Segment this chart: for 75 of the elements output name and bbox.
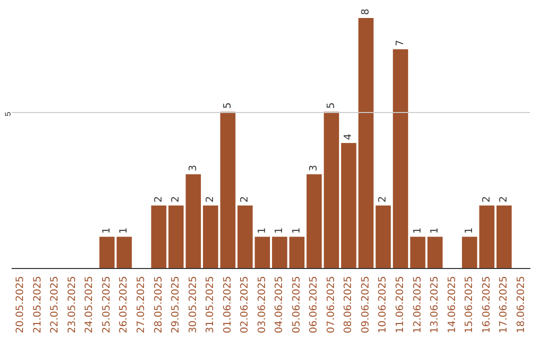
- data-label: 5: [326, 102, 337, 109]
- bar: [168, 206, 184, 268]
- data-label: 2: [205, 196, 216, 202]
- x-tick-label: 14.06.2025: [446, 276, 458, 334]
- data-label: 3: [188, 164, 199, 172]
- x-tick-label: 12.06.2025: [412, 276, 424, 334]
- bar: [496, 206, 512, 268]
- data-label: 8: [360, 8, 372, 15]
- x-tick-label: 03.06.2025: [256, 276, 268, 334]
- data-label: 2: [153, 196, 164, 202]
- x-tick-label: 15.06.2025: [464, 276, 476, 334]
- x-tick-label: 16.06.2025: [481, 276, 492, 334]
- data-label: 2: [240, 196, 251, 202]
- data-label: 1: [291, 227, 302, 234]
- bar: [238, 206, 253, 268]
- data-label: 2: [378, 196, 389, 202]
- x-tick-label: 29.05.2025: [170, 276, 182, 334]
- x-tick-label: 06.06.2025: [308, 276, 320, 334]
- x-tick-label: 08.06.2025: [343, 276, 354, 334]
- bar: [272, 236, 288, 268]
- x-tick-label: 18.06.2025: [516, 276, 527, 334]
- ref-line-label: 5: [4, 111, 12, 116]
- data-label: 3: [308, 164, 320, 172]
- bar: [186, 174, 201, 268]
- x-tick-label: 24.05.2025: [84, 276, 96, 334]
- bar: [427, 236, 443, 268]
- bar: [324, 112, 340, 268]
- x-tick-label: 21.05.2025: [32, 276, 44, 334]
- x-tick-label: 30.05.2025: [188, 276, 199, 334]
- data-label: 2: [481, 196, 492, 202]
- x-tick-label: 05.06.2025: [291, 276, 302, 334]
- data-label: 1: [430, 227, 441, 234]
- x-tick-label: 07.06.2025: [326, 276, 337, 334]
- x-tick-label: 28.05.2025: [153, 276, 164, 334]
- bar: [151, 206, 166, 268]
- bar: [116, 236, 132, 268]
- data-label: 1: [118, 227, 130, 234]
- x-tick-label: 17.06.2025: [498, 276, 510, 334]
- bar: [376, 206, 391, 268]
- x-tick-label: 10.06.2025: [378, 276, 389, 334]
- bar: [392, 49, 408, 268]
- bar: [479, 206, 494, 268]
- bar: [220, 112, 236, 268]
- data-label: 2: [170, 196, 182, 202]
- x-tick-label: 20.05.2025: [15, 276, 26, 334]
- data-label: 1: [412, 227, 424, 234]
- x-tick-label: 02.06.2025: [240, 276, 251, 334]
- bar: [358, 18, 374, 268]
- x-tick-label: 26.05.2025: [118, 276, 130, 334]
- data-label: 1: [274, 227, 286, 234]
- x-tick-label: 23.05.2025: [66, 276, 78, 334]
- bar: [289, 236, 304, 268]
- x-tick-label: 27.05.2025: [136, 276, 147, 334]
- data-label: 2: [498, 196, 510, 202]
- bar: [254, 236, 270, 268]
- bar: [99, 236, 115, 268]
- data-label: 1: [464, 227, 476, 234]
- data-label: 4: [343, 134, 354, 140]
- bar: [341, 143, 356, 268]
- x-tick-label: 31.05.2025: [205, 276, 216, 334]
- data-label: 5: [222, 102, 234, 109]
- bar: [462, 236, 478, 268]
- bar: [306, 174, 322, 268]
- x-tick-label: 01.06.2025: [222, 276, 234, 334]
- x-tick-label: 09.06.2025: [360, 276, 372, 334]
- data-label: 7: [395, 40, 406, 46]
- bar: [202, 206, 218, 268]
- data-label: 1: [256, 227, 268, 234]
- x-tick-label: 04.06.2025: [274, 276, 286, 334]
- x-tick-label: 11.06.2025: [395, 276, 406, 334]
- x-tick-label: 22.05.2025: [50, 276, 61, 334]
- x-tick-label: 25.05.2025: [101, 276, 112, 334]
- x-tick-label: 13.06.2025: [430, 276, 441, 334]
- data-label: 1: [101, 227, 112, 234]
- bar: [410, 236, 426, 268]
